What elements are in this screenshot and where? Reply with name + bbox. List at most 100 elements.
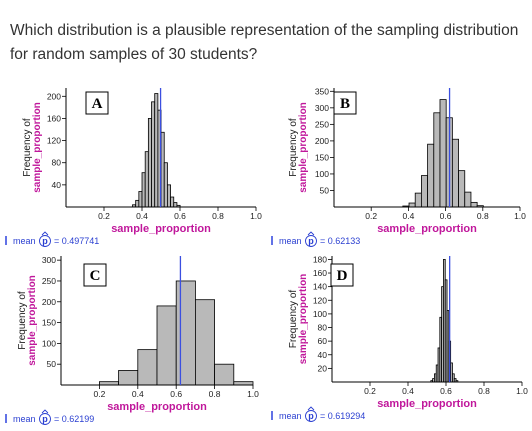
histogram-bar [156, 305, 177, 386]
y-tick-label: 140 [313, 282, 327, 292]
histogram-d[interactable]: 20 40 60 80 100 120 140 160 180 0.2 0.4 0.6 0.8 1.0 Ds… [266, 254, 532, 431]
x-tick-label: 0.4 [132, 389, 144, 399]
y-tick-label: 50 [47, 359, 57, 369]
histogram-bar [414, 192, 422, 208]
y-tick-label: 180 [313, 254, 327, 264]
y-tick-label: 150 [315, 152, 329, 162]
p-hat-symbol: p [308, 411, 314, 421]
y-tick-label: 80 [318, 323, 328, 333]
x-tick-label: 0.2 [93, 389, 105, 399]
y-axis-label-bottom: sample_proportion [298, 274, 309, 365]
x-tick-label: 0.6 [174, 211, 186, 221]
y-tick-label: 100 [315, 169, 329, 179]
histogram-bar [147, 118, 152, 208]
histogram-bar [167, 184, 171, 208]
y-tick-label: 120 [47, 136, 61, 146]
y-tick-label: 150 [42, 318, 56, 328]
panel-letter: A [92, 96, 103, 112]
histogram-bar [421, 175, 428, 208]
histogram-bar [163, 162, 168, 208]
x-tick-label: 0.8 [478, 386, 490, 396]
p-hat-caret [41, 409, 49, 414]
y-tick-label: 80 [52, 158, 62, 168]
p-hat-circle [39, 235, 51, 247]
histogram-bar [214, 363, 235, 386]
x-tick-label: 1.0 [250, 211, 262, 221]
y-axis-label-top: Frequency of [22, 118, 33, 177]
mean-legend-value: = 0.619294 [320, 411, 365, 421]
y-tick-label: 200 [315, 136, 329, 146]
mean-legend-label: mean [13, 414, 36, 424]
y-tick-label: 50 [320, 185, 330, 195]
x-tick-label: 1.0 [247, 389, 259, 399]
y-axis-label-top: Frequency of [288, 118, 299, 177]
y-tick-label: 300 [315, 103, 329, 113]
panel-letter: C [90, 268, 101, 284]
p-hat-symbol: p [42, 236, 48, 246]
histogram-bar [138, 191, 143, 208]
p-hat-circle [305, 235, 317, 247]
histogram-bar [427, 143, 435, 208]
y-axis-label-bottom: sample_proportion [298, 102, 309, 193]
x-tick-label: 0.2 [98, 211, 110, 221]
histogram-bar [160, 131, 165, 208]
histogram-bar [141, 172, 146, 208]
panel-letter: D [337, 268, 348, 284]
panel-letter-box [330, 263, 354, 287]
histogram-bar [151, 101, 156, 208]
histogram-bar [144, 151, 149, 208]
mean-legend-value: = 0.497741 [54, 236, 99, 246]
y-tick-label: 250 [42, 276, 56, 286]
p-hat-caret [307, 406, 315, 411]
x-tick-label: 0.2 [365, 211, 377, 221]
x-tick-label: 1.0 [516, 386, 528, 396]
y-tick-label: 250 [315, 119, 329, 129]
y-tick-label: 120 [313, 295, 327, 305]
histogram-bar [135, 199, 140, 208]
x-tick-label: 0.8 [212, 211, 224, 221]
x-tick-label: 0.6 [440, 386, 452, 396]
y-axis-label-bottom: sample_proportion [32, 102, 43, 193]
histogram-bar [175, 280, 196, 386]
histogram-bar [118, 370, 139, 386]
x-tick-label: 0.8 [477, 211, 489, 221]
x-axis-label: sample_proportion [377, 223, 477, 235]
x-axis-label: sample_proportion [377, 398, 477, 410]
y-tick-label: 160 [313, 268, 327, 278]
y-tick-label: 60 [318, 336, 328, 346]
y-tick-label: 200 [47, 91, 61, 101]
y-axis-label-bottom: sample_proportion [27, 275, 38, 366]
y-tick-label: 20 [318, 363, 328, 373]
y-tick-label: 350 [315, 86, 329, 96]
x-tick-label: 0.6 [440, 211, 452, 221]
y-tick-label: 160 [47, 113, 61, 123]
p-hat-circle [39, 413, 51, 425]
x-axis-label: sample_proportion [111, 223, 211, 235]
histogram-b[interactable]: 50 100 150 200 250 300 350 0.2 0.4 0.6 0.8 1.0 Bsamp… [266, 82, 532, 254]
histogram-bar [439, 99, 447, 208]
y-tick-label: 300 [42, 255, 56, 265]
x-tick-label: 0.4 [136, 211, 148, 221]
panel-letter-box [333, 91, 357, 115]
p-hat-caret [307, 231, 315, 236]
y-tick-label: 40 [318, 350, 328, 360]
y-tick-label: 40 [52, 180, 62, 190]
x-tick-label: 0.4 [402, 211, 414, 221]
mean-legend-label: mean [279, 236, 302, 246]
histogram-a[interactable]: 40 80 120 160 200 0.2 0.4 0.6 0.8 1.0 Asample_prop… [0, 82, 266, 254]
x-axis-label: sample_proportion [107, 401, 207, 413]
y-axis-label-top: Frequency of [17, 291, 28, 350]
p-hat-circle [305, 410, 317, 422]
histogram-c[interactable]: 50 100 150 200 250 300 0.2 0.4 0.6 0.8 1.0 Csample_… [0, 254, 266, 431]
histogram-bar [451, 138, 459, 208]
histogram-bar [170, 196, 175, 208]
histogram-bar [433, 112, 441, 208]
histogram-bar [154, 93, 159, 208]
histogram-bar [464, 191, 472, 208]
histogram-bars [402, 99, 484, 208]
y-tick-label: 200 [42, 297, 56, 307]
x-tick-label: 0.6 [170, 389, 182, 399]
panel-letter-box [85, 91, 109, 115]
histogram-bar [408, 202, 416, 208]
y-axis-label-top: Frequency of [288, 290, 299, 349]
